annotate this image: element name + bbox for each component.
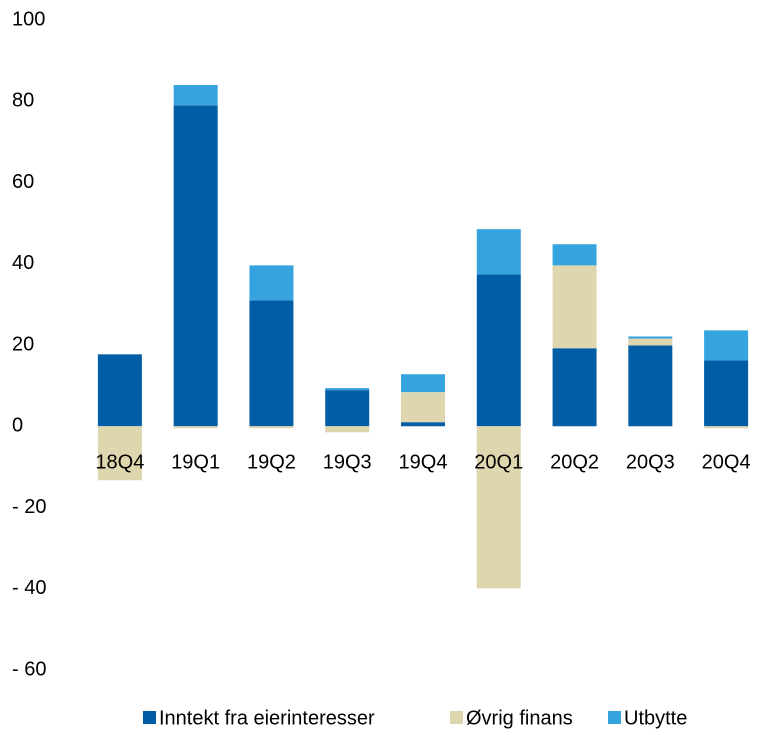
bar-segment [97,354,142,427]
y-tick-label: - 20 [12,496,46,518]
bar-segment [628,336,673,339]
x-tick-label: 19Q3 [323,452,372,474]
bar-segment [401,422,445,427]
x-tick-label: 20Q2 [550,452,599,474]
bar-segment [552,265,597,349]
bar-segment [325,426,370,433]
bar-segment [552,244,597,266]
bar-segment [628,345,673,427]
bar-segment [476,274,521,427]
y-tick-label: 100 [12,8,45,30]
x-tick-label: 19Q4 [399,452,448,474]
x-tick-label: 20Q1 [474,452,523,474]
legend-label: Utbytte [624,707,687,729]
bar-segment [401,392,445,423]
y-tick-label: 80 [12,90,34,112]
legend-label: Inntekt fra eierinteresser [159,707,375,729]
legend-swatch [608,711,621,724]
y-tick-label: - 40 [12,577,46,599]
bar-segment [476,426,521,589]
bar-segment [476,229,521,275]
bar-segment [704,360,749,427]
y-tick-label: 40 [12,252,34,274]
bar-segment [401,374,445,393]
bar-segment [704,330,749,361]
legend-swatch [450,711,463,724]
bar-segment [249,426,294,429]
bar-segment [173,426,218,429]
y-tick-label: 20 [12,333,34,355]
bar-segment [704,426,749,429]
bar-segment [173,105,218,427]
bar-segment [628,338,673,346]
y-tick-label: 60 [12,171,34,193]
bar-segment [173,85,218,106]
x-tick-label: 20Q3 [626,452,675,474]
x-tick-label: 20Q4 [702,452,751,474]
bar-segment [249,300,294,427]
bar-segment [97,426,142,481]
y-tick-label: 0 [12,415,23,437]
legend-label: Øvrig finans [466,707,573,729]
legend-swatch [143,711,156,724]
bar-segment [552,348,597,427]
x-tick-label: 19Q1 [171,452,220,474]
x-tick-label: 18Q4 [95,452,144,474]
bar-segment [325,390,370,427]
bar-segment [249,265,294,301]
x-tick-label: 19Q2 [247,452,296,474]
y-tick-label: - 60 [12,658,46,680]
bar-segment [325,388,370,391]
